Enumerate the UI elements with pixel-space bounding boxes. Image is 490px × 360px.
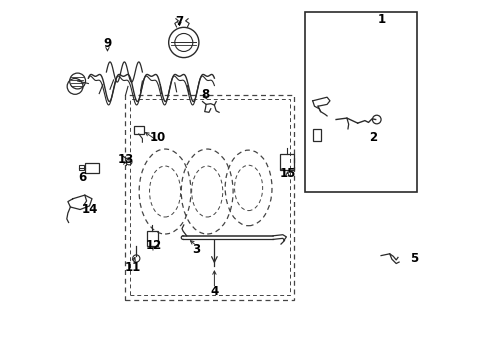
Bar	[79, 165, 84, 170]
Text: 15: 15	[279, 167, 295, 180]
Text: 6: 6	[78, 171, 86, 184]
Text: 5: 5	[410, 252, 418, 265]
Bar	[134, 126, 144, 134]
Text: 2: 2	[369, 131, 377, 144]
Bar	[147, 231, 158, 246]
Text: 14: 14	[81, 203, 98, 216]
Text: 8: 8	[201, 88, 210, 101]
Bar	[125, 95, 294, 300]
Bar	[314, 129, 321, 141]
Text: 3: 3	[193, 243, 200, 256]
Text: 1: 1	[378, 13, 386, 26]
Text: 7: 7	[175, 15, 184, 28]
Bar	[280, 154, 294, 170]
Text: 4: 4	[210, 285, 219, 298]
Bar	[305, 12, 417, 192]
Text: 12: 12	[146, 239, 162, 252]
Text: 13: 13	[118, 153, 134, 166]
Bar	[85, 163, 99, 173]
Text: 11: 11	[124, 261, 141, 274]
Text: 10: 10	[150, 131, 166, 144]
Bar	[130, 99, 290, 295]
Text: 9: 9	[103, 37, 112, 50]
